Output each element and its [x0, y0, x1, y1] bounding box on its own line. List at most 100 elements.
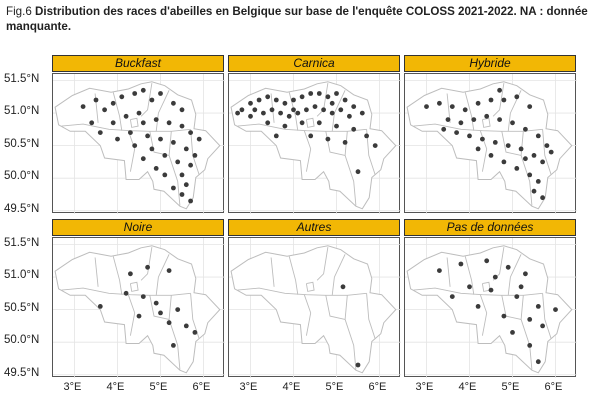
province-boundary — [127, 130, 136, 172]
y-tick-label: 50.0°N — [4, 170, 40, 183]
province-boundary — [155, 254, 170, 296]
data-point — [351, 104, 357, 109]
facet-strip-label: Noire — [52, 219, 224, 236]
province-boundary — [507, 254, 522, 296]
province-boundary — [479, 294, 488, 336]
data-point — [171, 185, 176, 191]
data-point — [196, 136, 202, 142]
y-tick-label: 49.5°N — [4, 366, 40, 379]
data-point — [510, 330, 515, 335]
x-tick-label: 3°E — [415, 381, 434, 393]
data-point — [467, 284, 472, 290]
data-point — [299, 94, 305, 100]
data-point — [523, 271, 528, 277]
data-point — [355, 362, 361, 368]
data-point — [273, 97, 279, 103]
province-boundary — [94, 257, 99, 287]
x-tick-label: 4°E — [282, 381, 301, 393]
data-point — [437, 100, 442, 106]
province-boundary — [237, 287, 367, 296]
data-point — [308, 91, 314, 96]
data-point — [192, 330, 198, 335]
figure-caption: Fig.6 Distribution des races d'abeilles … — [6, 4, 594, 34]
data-point — [449, 104, 455, 109]
province-boundary — [542, 129, 552, 176]
data-point — [424, 104, 429, 109]
province-boundary — [127, 294, 136, 336]
data-point — [488, 153, 494, 158]
province-boundary — [446, 257, 451, 287]
x-tick-label: 3°E — [63, 381, 82, 393]
data-point — [340, 284, 346, 290]
data-point — [535, 304, 541, 309]
data-point — [553, 307, 558, 312]
data-point — [329, 110, 335, 116]
data-point — [544, 143, 550, 148]
facet-map-svg — [53, 74, 225, 214]
x-tick-label: 5°E — [149, 381, 168, 393]
data-point — [467, 133, 472, 139]
data-point — [527, 317, 533, 322]
data-point — [475, 100, 481, 106]
province-boundary — [520, 295, 533, 370]
data-point — [171, 100, 176, 106]
data-point — [171, 343, 176, 348]
country-outline — [230, 81, 397, 210]
region-boundary — [305, 117, 315, 128]
province-boundary — [520, 131, 533, 206]
data-point — [497, 87, 502, 93]
data-point — [518, 284, 524, 290]
data-point — [278, 110, 283, 116]
data-point — [505, 264, 511, 270]
facet-plot-area — [228, 73, 401, 214]
province-boundary — [325, 295, 346, 320]
data-point — [548, 149, 554, 155]
y-tick-label: 50.0°N — [4, 334, 40, 347]
y-tick-label: 50.5°N — [4, 301, 40, 314]
region-boundary — [129, 281, 139, 292]
data-point — [304, 107, 309, 113]
country-outline — [406, 245, 573, 374]
data-point — [514, 94, 520, 100]
data-point — [514, 294, 520, 299]
province-boundary — [155, 90, 170, 132]
data-point — [282, 100, 288, 106]
facet-map-svg — [229, 74, 401, 214]
data-point — [480, 136, 485, 142]
data-point — [334, 123, 339, 129]
province-boundary — [168, 131, 181, 206]
y-tick-label: 49.5°N — [4, 202, 40, 215]
data-point — [140, 87, 146, 93]
x-tick-label: 6°E — [192, 381, 211, 393]
data-point — [359, 110, 365, 116]
data-point — [282, 123, 288, 129]
region-boundary — [481, 117, 491, 128]
data-point — [308, 133, 314, 139]
data-point — [188, 130, 194, 135]
facet-map-svg — [405, 238, 577, 378]
facet-map-svg — [405, 74, 577, 214]
data-point — [158, 91, 163, 96]
data-point — [449, 294, 455, 299]
data-point — [471, 117, 477, 122]
facet-plot-area — [52, 73, 225, 214]
data-point — [89, 120, 95, 126]
figure-title: Distribution des races d'abeilles en Bel… — [6, 5, 588, 33]
data-point — [540, 323, 545, 329]
data-point — [188, 162, 194, 168]
data-point — [454, 130, 459, 135]
country-outline — [54, 81, 221, 210]
data-point — [239, 107, 245, 113]
data-point — [145, 133, 150, 139]
figure-label: Fig.6 — [6, 5, 32, 18]
province-boundary — [501, 131, 522, 156]
data-point — [136, 313, 142, 319]
data-point — [128, 130, 133, 135]
data-point — [80, 104, 86, 109]
data-point — [179, 123, 185, 129]
x-tick-label: 6°E — [368, 381, 387, 393]
data-point — [265, 120, 271, 126]
facet-plot-area — [52, 237, 225, 378]
data-point — [355, 169, 361, 175]
data-point — [527, 172, 533, 178]
